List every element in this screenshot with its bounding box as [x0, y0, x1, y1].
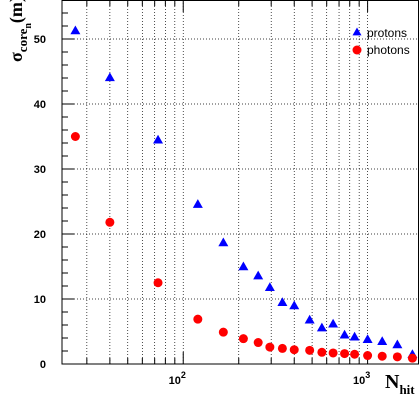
data-point-photons — [407, 353, 417, 363]
data-point-photons — [253, 338, 263, 348]
data-point-protons — [362, 334, 373, 344]
data-point-photons — [305, 345, 315, 355]
y-axis-title: σcoren(m) — [6, 0, 34, 62]
data-point-protons — [349, 331, 360, 341]
data-point-protons — [339, 329, 350, 339]
x-tick-label-base: 10 — [169, 375, 181, 387]
x-tick-label: 102 — [169, 370, 186, 387]
x-tick-label: 103 — [353, 370, 370, 387]
data-point-protons — [238, 261, 249, 271]
data-point-photons — [265, 342, 275, 352]
data-point-protons — [328, 318, 339, 328]
data-point-photons — [340, 349, 350, 359]
series-photons — [70, 132, 417, 363]
data-point-photons — [289, 345, 299, 355]
data-point-photons — [317, 347, 327, 357]
data-point-protons — [153, 134, 164, 144]
data-points — [70, 25, 418, 363]
legend-marker-protons — [352, 27, 362, 36]
data-point-protons — [304, 314, 315, 324]
data-point-protons — [218, 237, 229, 247]
y-tick-label: 30 — [34, 164, 46, 176]
data-point-photons — [105, 217, 115, 227]
y-axis-title-sub: core — [15, 28, 30, 52]
x-tick-label-base: 10 — [353, 375, 365, 387]
plot-frame — [61, 0, 419, 365]
data-point-photons — [350, 349, 360, 359]
grid-lines — [62, 0, 419, 364]
x-axis-title-main: N — [385, 371, 400, 393]
x-tick-label-exponent: 2 — [181, 370, 186, 380]
data-point-protons — [253, 270, 264, 280]
data-point-protons — [192, 199, 203, 208]
y-axis-title-subsub: n — [23, 23, 34, 29]
data-point-photons — [392, 352, 402, 362]
legend-label-photons: photons — [367, 43, 410, 57]
y-tick-label: 10 — [34, 294, 46, 306]
x-tick-label-exponent: 3 — [365, 370, 370, 380]
data-point-photons — [238, 334, 248, 344]
data-point-photons — [193, 314, 203, 324]
data-point-protons — [377, 336, 388, 345]
data-point-photons — [70, 132, 80, 141]
y-tick-label: 40 — [34, 99, 46, 111]
data-point-protons — [264, 282, 275, 292]
data-point-photons — [153, 278, 163, 288]
legend: protons photons — [352, 26, 410, 57]
data-point-protons — [289, 300, 300, 310]
legend-label-protons: protons — [367, 26, 407, 40]
legend-marker-photons — [352, 45, 362, 55]
y-tick-label: 50 — [34, 34, 46, 46]
data-point-photons — [363, 351, 373, 361]
data-point-protons — [104, 72, 115, 82]
y-axis-title-rest: (m) — [6, 0, 27, 23]
x-axis-title: Nhit — [385, 371, 415, 397]
series-protons — [70, 25, 418, 358]
data-point-photons — [328, 348, 338, 358]
axis-ticks — [62, 0, 369, 365]
y-tick-label: 20 — [34, 229, 46, 241]
y-tick-label: 0 — [40, 359, 46, 371]
data-point-protons — [277, 297, 288, 306]
data-point-protons — [392, 339, 403, 349]
data-point-protons — [316, 322, 327, 332]
data-point-photons — [377, 351, 387, 361]
data-point-protons — [70, 25, 81, 35]
x-axis-title-sub: hit — [399, 382, 415, 397]
y-axis-title-main: σ — [6, 52, 26, 62]
data-point-photons — [277, 343, 287, 353]
data-point-photons — [218, 327, 228, 337]
